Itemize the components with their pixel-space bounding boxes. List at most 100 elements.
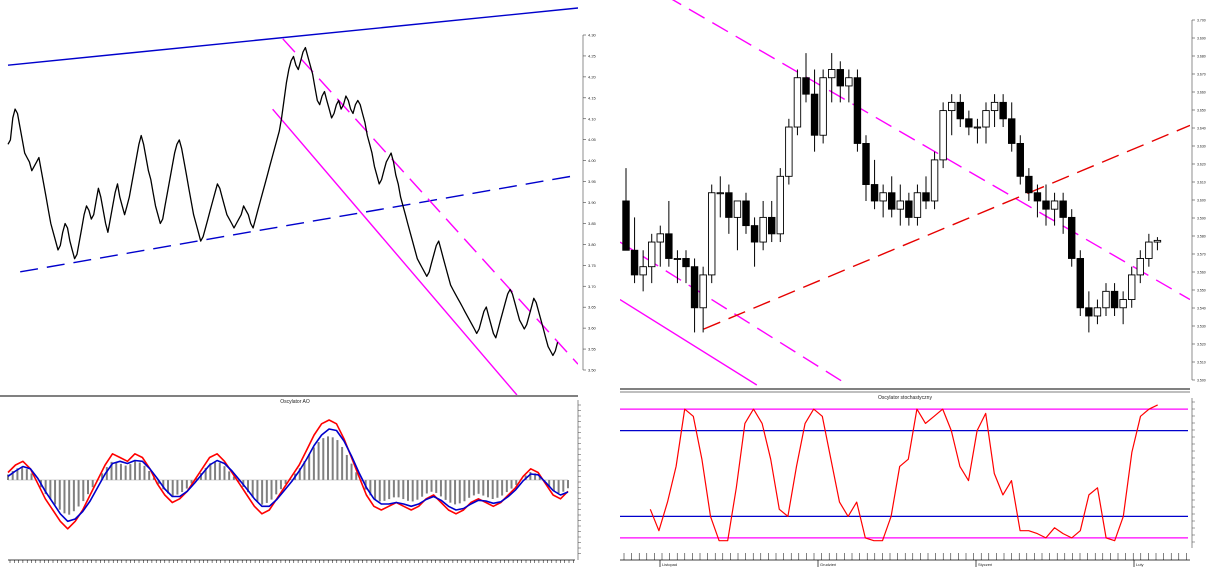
left-price-y-tick-label: 4.30: [588, 33, 597, 38]
candle-body: [708, 192, 716, 276]
left-trendline: [282, 38, 578, 365]
left-price-line: [7, 46, 559, 357]
stochastic-line: [649, 404, 1158, 542]
left-price-y-tick-label: 4.15: [588, 95, 597, 100]
candle-body: [1085, 307, 1093, 317]
left-trendline: [20, 174, 578, 273]
candle-body: [776, 175, 784, 235]
candle-body: [1128, 274, 1136, 301]
candle-body: [673, 258, 682, 260]
candle-body: [853, 77, 862, 144]
right-price-y-tick-label: 3.520: [1197, 343, 1206, 347]
candle-body: [862, 143, 870, 185]
candle-body: [639, 266, 647, 276]
candle-body: [699, 274, 707, 309]
left-trendline: [7, 7, 578, 66]
right-price-y-tick-label: 3.700: [1197, 19, 1206, 23]
candle-body: [750, 225, 759, 243]
right-price-y-tick-label: 3.690: [1197, 37, 1206, 41]
candle-body: [1025, 175, 1033, 194]
candle-body: [1042, 200, 1050, 210]
candle-body: [896, 200, 904, 210]
left-price-y-tick-label: 3.90: [588, 200, 597, 205]
left-price-y-tick-label: 3.75: [588, 263, 597, 268]
candle-body: [1153, 239, 1162, 243]
right-stochastic-panel: Oscylator stochastyczny Listopad Grudzień…: [620, 395, 1195, 567]
right-trendline: [620, 298, 758, 386]
candle-body: [1145, 241, 1153, 259]
left-price-y-tick-label: 4.05: [588, 137, 597, 142]
candle-body: [810, 93, 819, 136]
candle-body: [1093, 307, 1102, 317]
candle-body: [1076, 258, 1084, 309]
candle-body: [990, 101, 999, 112]
left-price-y-tick-label: 3.60: [588, 326, 597, 331]
left-price-y-tick-label: 4.25: [588, 53, 597, 58]
candle-body: [922, 192, 930, 202]
left-price-y-tick-label: 3.65: [588, 305, 597, 310]
left-price-y-tick-label: 3.70: [588, 284, 597, 289]
right-price-plot: [620, 0, 1190, 386]
candle-body: [1068, 216, 1076, 259]
month-label: Luty: [1136, 562, 1144, 567]
candle-body: [828, 69, 836, 79]
left-price-panel: 4.30 4.25 4.20 4.15 4.10 4.05 4.00 3.95 3.90 3.85…: [0, 7, 597, 397]
left-price-y-tick-label: 4.00: [588, 158, 597, 163]
right-price-y-tick-label: 3.580: [1197, 235, 1206, 239]
left-price-y-tick-label: 3.50: [588, 368, 597, 373]
right-price-y-tick-label: 3.670: [1197, 73, 1206, 77]
right-price-y-tick-label: 3.620: [1197, 163, 1206, 167]
right-price-y-tick-label: 3.530: [1197, 325, 1206, 329]
candle-body: [939, 110, 947, 161]
candle-body: [965, 118, 973, 128]
month-label: Listopad: [662, 562, 677, 567]
candle-body: [733, 200, 742, 218]
candle-body: [1102, 290, 1110, 309]
candle-body: [956, 101, 964, 120]
left-price-y-tick-label: 4.20: [588, 74, 597, 79]
candle-body: [648, 241, 656, 268]
left-price-y-tick-label: 3.85: [588, 221, 597, 226]
right-price-y-tick-label: 3.660: [1197, 91, 1206, 95]
candle-body: [785, 126, 793, 177]
candle-body: [819, 77, 827, 136]
candle-body: [768, 216, 776, 235]
candle-body: [1008, 118, 1016, 144]
candle-body: [1050, 200, 1059, 210]
oscillator-fast-line: [7, 419, 569, 530]
right-price-y-tick-label: 3.600: [1197, 199, 1206, 203]
right-price-y-tick-label: 3.540: [1197, 307, 1206, 311]
candle-body: [725, 192, 733, 218]
right-price-y-tick-label: 3.680: [1197, 55, 1206, 59]
right-price-y-tick-label: 3.550: [1197, 289, 1206, 293]
candle-body: [1136, 258, 1144, 276]
candle-body: [759, 216, 767, 243]
candle-body: [665, 233, 673, 259]
candle-body: [656, 233, 664, 243]
candle-body: [973, 126, 982, 129]
candle-body: [1016, 143, 1024, 177]
candle-body: [682, 258, 690, 268]
candle-body: [690, 266, 699, 309]
right-price-y-tick-label: 3.560: [1197, 271, 1206, 275]
right-candlestick-panel: 3.700 3.690 3.680 3.670 3.660 3.650 3.640 3.630…: [620, 0, 1206, 393]
candle-body: [1059, 200, 1067, 218]
right-price-y-tick-label: 3.590: [1197, 217, 1206, 221]
candle-body: [982, 110, 990, 128]
right-trendline: [703, 124, 1190, 330]
right-price-y-tick-label: 3.640: [1197, 127, 1206, 131]
right-price-y-tick-label: 3.610: [1197, 181, 1206, 185]
candle-body: [888, 192, 896, 210]
candle-body: [999, 101, 1007, 120]
oscillator-slow-line: [7, 428, 569, 523]
month-label: Styczeń: [978, 562, 992, 567]
right-price-y-tick-label: 3.650: [1197, 109, 1206, 113]
candle-body: [1119, 299, 1127, 309]
candle-body: [630, 249, 639, 276]
candle-body: [1110, 290, 1119, 309]
candle-body: [870, 184, 879, 202]
left-price-y-tick-label: 4.10: [588, 116, 597, 121]
candle-body: [802, 77, 810, 95]
candle-body: [930, 159, 939, 202]
candle-body: [622, 200, 630, 251]
